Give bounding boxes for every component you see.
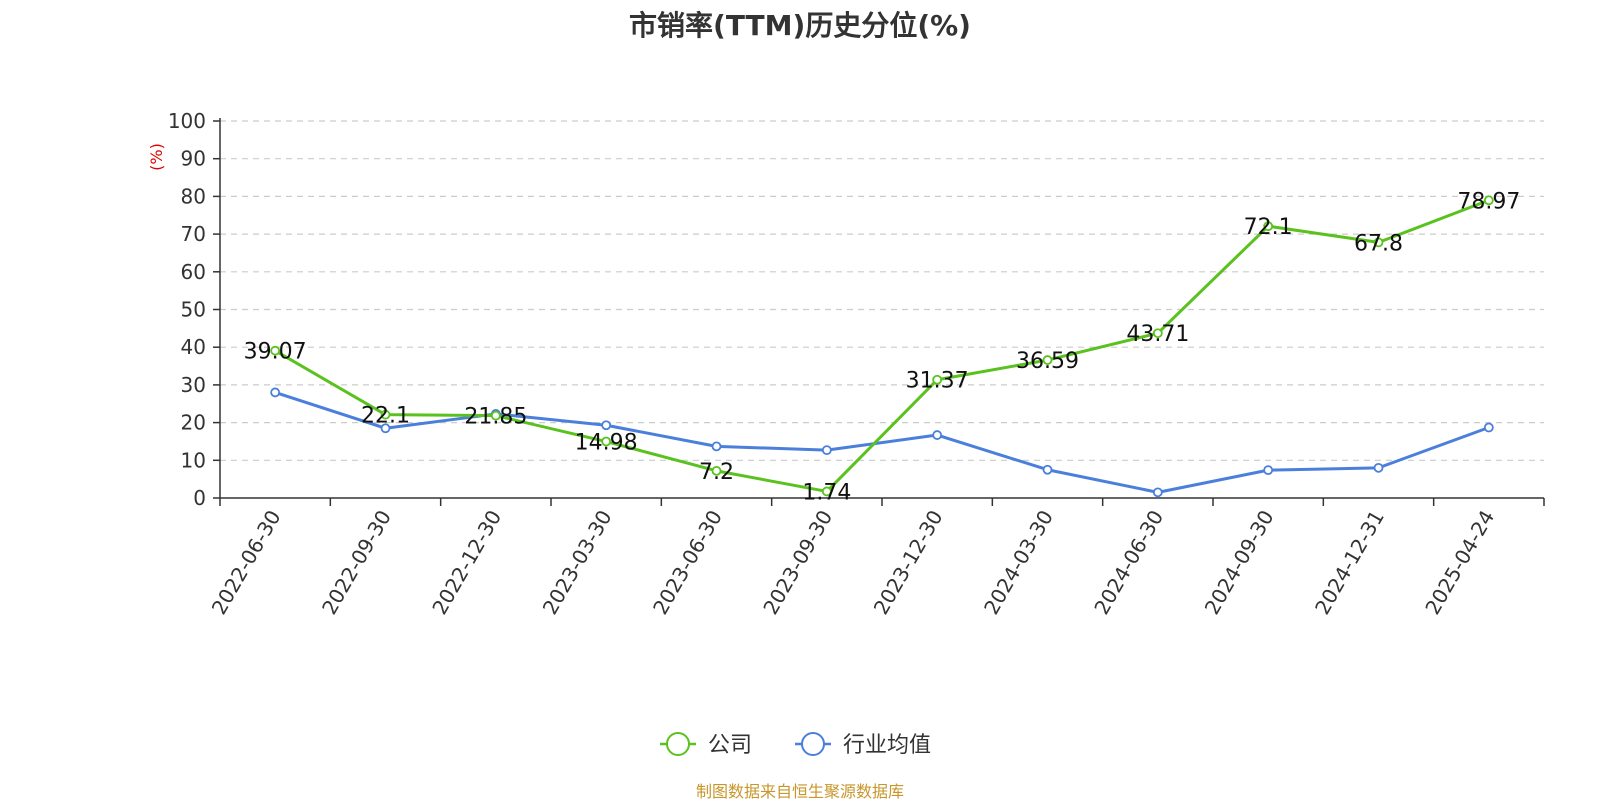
data-point-1[interactable]: [1263, 465, 1274, 476]
legend-marker: [666, 732, 690, 756]
x-tick-label: 2024-09-30: [1200, 506, 1279, 619]
y-axis-label: (%): [147, 143, 166, 171]
data-point-1[interactable]: [380, 423, 391, 434]
data-label: 67.8: [1354, 231, 1403, 256]
data-label: 72.1: [1244, 215, 1293, 240]
data-label: 39.07: [244, 340, 307, 365]
y-tick-label: 20: [181, 411, 206, 435]
data-label: 7.2: [699, 460, 734, 485]
data-point-0[interactable]: [601, 436, 612, 447]
data-label: 14.98: [575, 431, 638, 456]
data-point-0[interactable]: [1263, 221, 1274, 232]
data-point-0[interactable]: [1483, 195, 1494, 206]
x-tick-label: 2023-06-30: [648, 506, 727, 619]
series-line-0: [274, 198, 1490, 493]
series-line-1: [274, 391, 1490, 494]
data-point-0[interactable]: [821, 486, 832, 497]
data-label: 78.97: [1457, 189, 1520, 214]
data-point-0[interactable]: [270, 345, 281, 356]
x-tick-label: 2022-09-30: [317, 506, 396, 619]
data-point-1[interactable]: [270, 387, 281, 398]
data-point-1[interactable]: [711, 441, 722, 452]
gridlines: [220, 120, 1544, 461]
data-label: 43.71: [1126, 322, 1189, 347]
data-point-1[interactable]: [1152, 487, 1163, 498]
data-label: 21.85: [464, 405, 527, 430]
axes: 0 10 20 30 40 50 60 70 80 90 100 2022-06-30 2022-09-…: [168, 109, 1545, 619]
x-tick-label: 2022-06-30: [207, 506, 286, 619]
data-point-1[interactable]: [932, 430, 943, 440]
y-tick-label: 30: [181, 373, 206, 397]
y-tick-label: 40: [181, 335, 206, 359]
data-label: 22.1: [361, 404, 410, 429]
x-tick-label: 2022-12-30: [427, 506, 506, 619]
data-point-1[interactable]: [1373, 462, 1384, 473]
x-tick-label: 2023-03-30: [538, 506, 617, 619]
data-point-1[interactable]: [1042, 464, 1053, 475]
series: [270, 195, 1494, 498]
y-tick-label: 70: [181, 222, 206, 246]
x-tick-label: 2025-04-24: [1420, 506, 1499, 619]
data-point-1[interactable]: [821, 445, 832, 456]
legend-marker: [801, 732, 825, 756]
legend[interactable]: 公司 行业均值: [660, 732, 931, 758]
data-labels: 39.07 22.1 21.85 14.98 7.2 1.74 31.37 36.59 43.7…: [244, 189, 1521, 505]
data-label: 1.74: [802, 480, 851, 505]
data-label: 36.59: [1016, 349, 1079, 374]
y-tick-label: 100: [168, 109, 206, 133]
x-tick-label: 2023-12-30: [869, 506, 948, 619]
x-tick-label: 2024-03-30: [979, 506, 1058, 619]
source-note: 制图数据来自恒生聚源数据库: [695, 782, 904, 801]
data-point-0[interactable]: [932, 374, 943, 385]
data-point-0[interactable]: [1373, 237, 1384, 248]
data-point-0[interactable]: [380, 409, 391, 420]
y-tick-label: 90: [181, 147, 206, 171]
y-tick-label: 80: [181, 184, 206, 208]
y-tick-label: 0: [193, 486, 206, 510]
data-point-0[interactable]: [711, 465, 722, 476]
data-point-1[interactable]: [601, 420, 612, 431]
chart-title: 市销率(TTM)历史分位(%): [629, 9, 971, 42]
data-point-0[interactable]: [1042, 355, 1053, 365]
data-point-1[interactable]: [1483, 422, 1494, 433]
y-tick-label: 50: [181, 298, 206, 322]
legend-item-label[interactable]: 公司: [708, 733, 752, 758]
x-tick-label: 2024-12-31: [1310, 506, 1389, 619]
data-point-0[interactable]: [1152, 328, 1163, 339]
x-tick-label: 2023-09-30: [758, 506, 837, 619]
data-point-0[interactable]: [490, 410, 501, 421]
y-tick-label: 60: [181, 260, 206, 284]
x-tick-label: 2024-06-30: [1089, 506, 1168, 619]
data-label: 31.37: [906, 369, 969, 394]
legend-item-label[interactable]: 行业均值: [843, 733, 931, 758]
y-tick-label: 10: [181, 448, 206, 472]
